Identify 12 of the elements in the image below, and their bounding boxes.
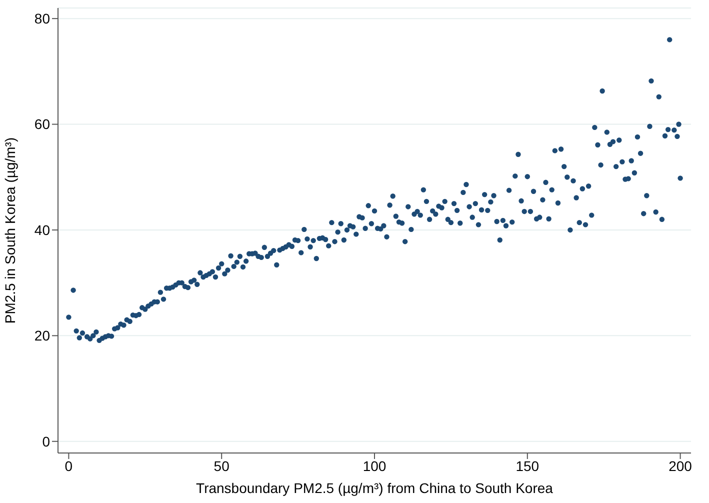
y-tick-label: 60 xyxy=(34,116,50,132)
y-tick-label: 80 xyxy=(34,10,50,27)
x-axis-title: Transboundary PM2.5 (µg/m³) from China to South Korea xyxy=(196,480,554,496)
y-tick-label: 20 xyxy=(34,328,50,344)
x-tick-label: 150 xyxy=(516,458,540,474)
y-tick-label: 40 xyxy=(34,222,50,238)
y-axis-title: PM2.5 in South Korea (µg/m³) xyxy=(2,137,18,324)
x-tick-label: 50 xyxy=(214,458,230,474)
y-tick-label: 0 xyxy=(42,433,50,450)
x-tick-label: 100 xyxy=(362,458,386,474)
x-tick-label: 200 xyxy=(668,458,692,474)
x-tick-label: 0 xyxy=(64,458,73,474)
